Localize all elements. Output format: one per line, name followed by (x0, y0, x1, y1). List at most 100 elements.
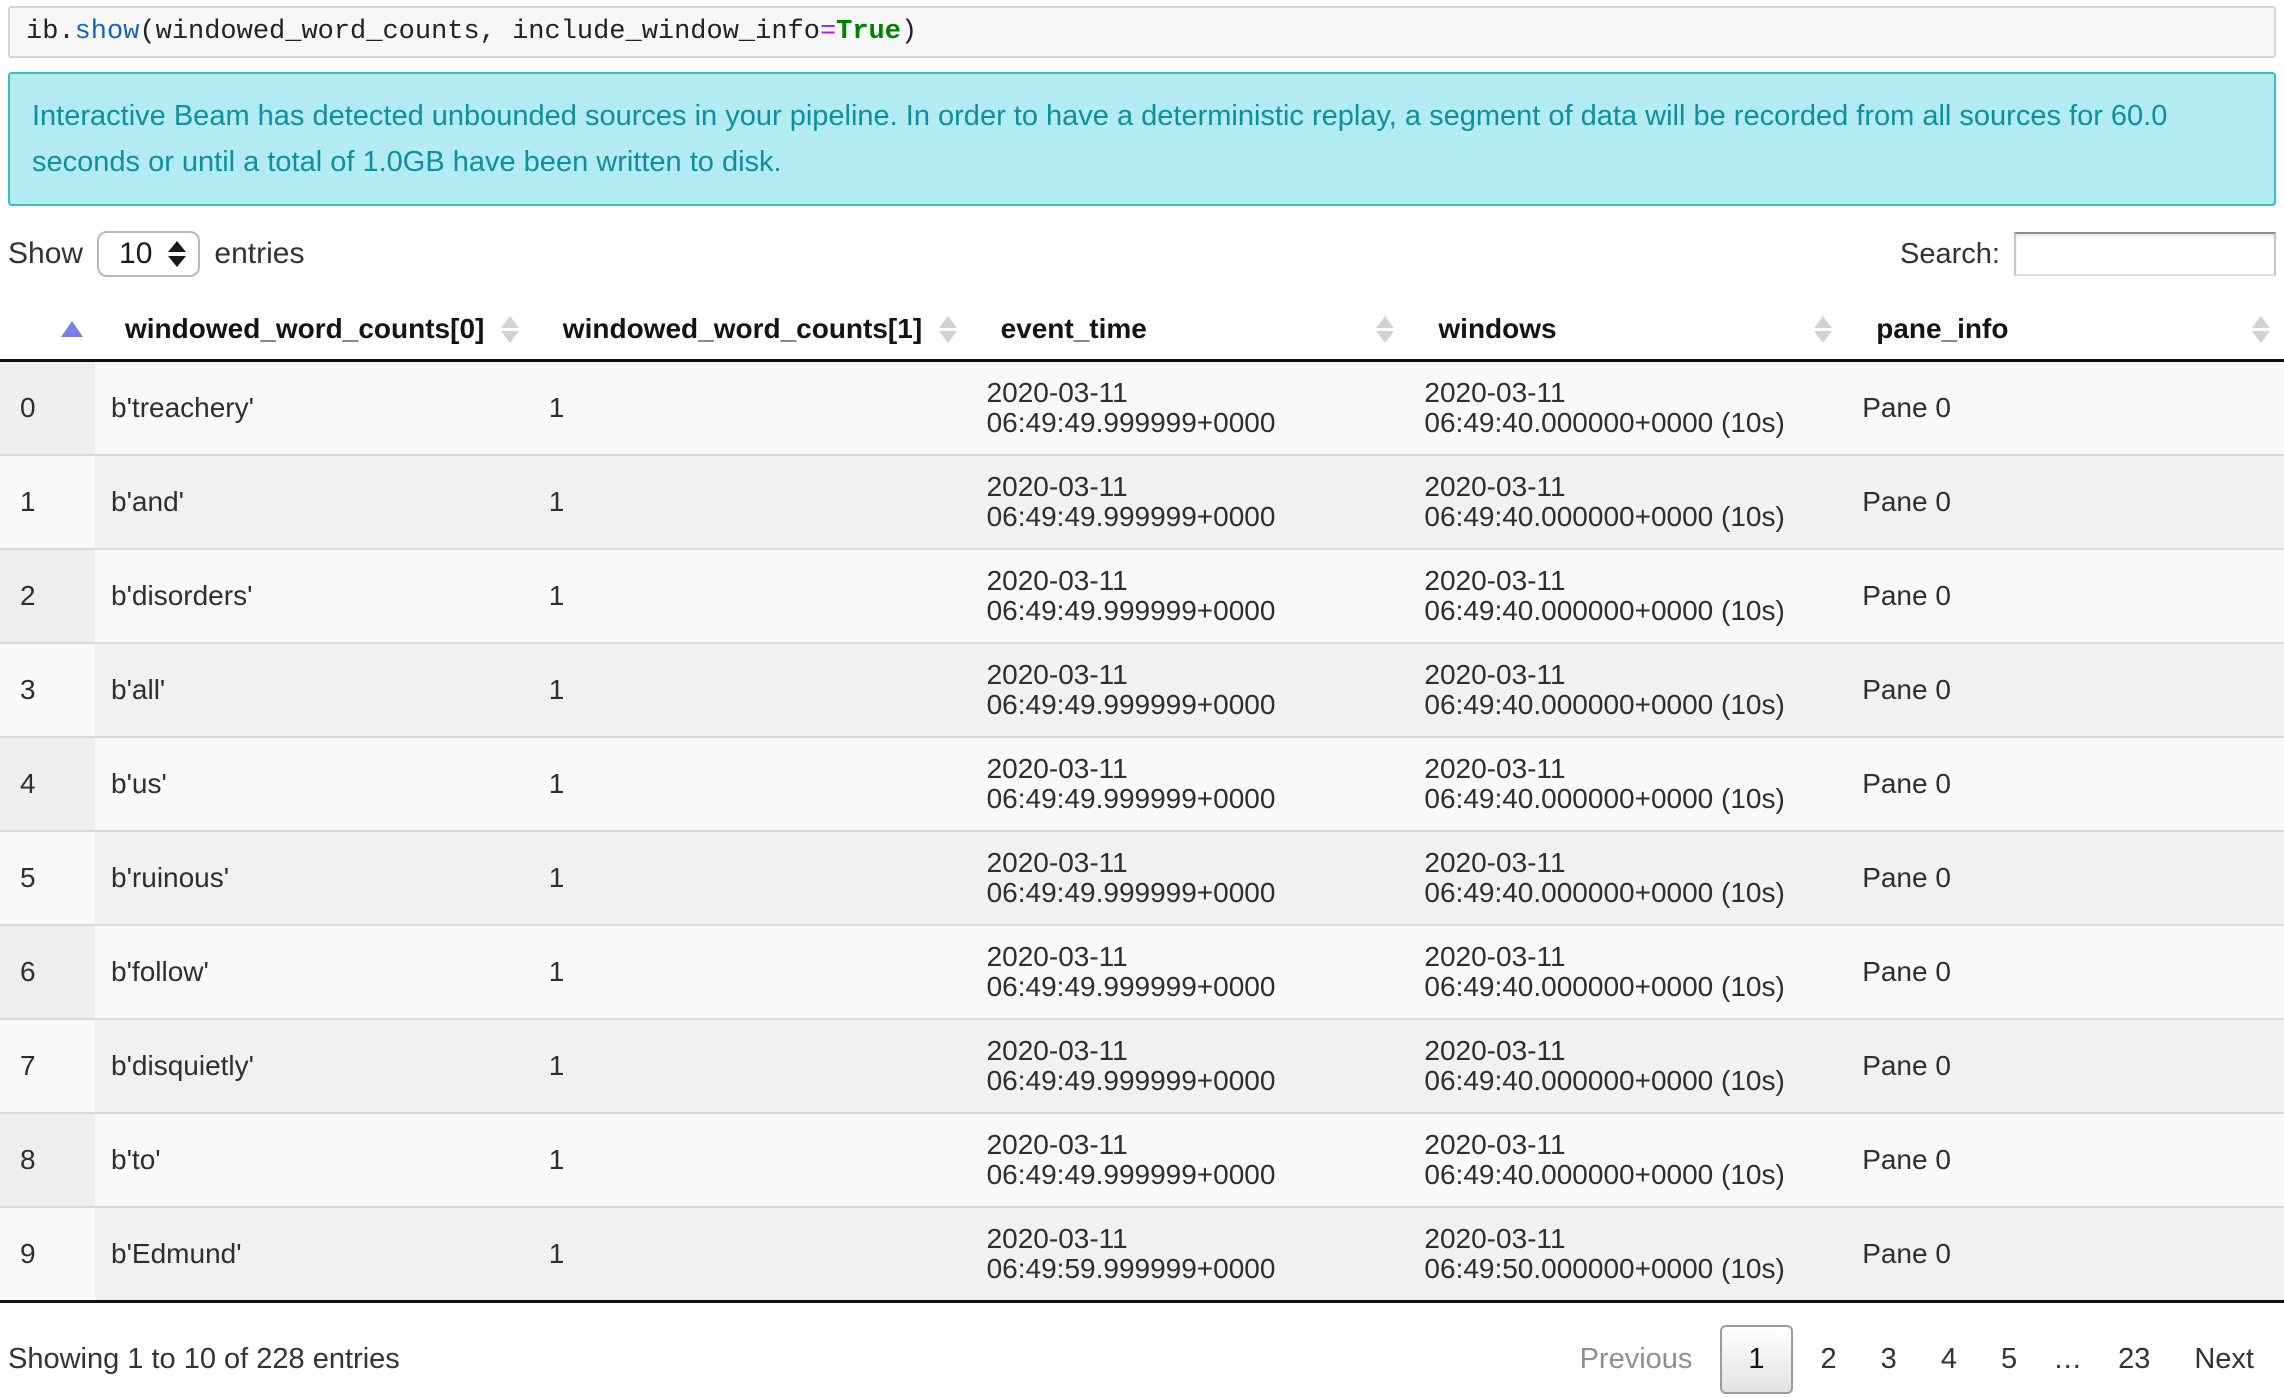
table-header: windowed_word_counts[0] windowed_word_co… (0, 300, 2284, 362)
banner-message: Interactive Beam has detected unbounded … (32, 100, 2168, 178)
sort-ascending-icon (61, 321, 83, 338)
pagination-next[interactable]: Next (2194, 1342, 2254, 1375)
code-token: (windowed_word_counts, include_window_in… (139, 17, 820, 47)
pagination-page[interactable]: 4 (1940, 1342, 1957, 1375)
cell-windowed-word-counts-1: 1 (532, 1017, 971, 1113)
pagination-page[interactable]: 2 (1820, 1342, 1837, 1375)
column-header[interactable]: windowed_word_counts[1] (532, 300, 971, 362)
row-index-cell: 8 (0, 1111, 95, 1207)
cell-windows: 2020-03-11 06:49:40.000000+0000 (10s) (1408, 360, 1847, 455)
table-row: 9 b'Edmund' 1 2020-03-11 06:49:59.999999… (0, 1205, 2284, 1301)
sort-both-icon (1376, 315, 1395, 343)
cell-pane-info: Pane 0 (1846, 735, 2284, 831)
pagination-page[interactable]: 3 (1880, 1342, 1897, 1375)
table-row: 2 b'disorders' 1 2020-03-11 06:49:49.999… (0, 547, 2284, 643)
code-cell[interactable]: ib.show(windowed_word_counts, include_wi… (8, 6, 2276, 58)
code-token-function: show (74, 17, 140, 47)
table-row: 1 b'and' 1 2020-03-11 06:49:49.999999+00… (0, 453, 2284, 549)
table-row: 7 b'disquietly' 1 2020-03-11 06:49:49.99… (0, 1017, 2284, 1113)
column-header[interactable]: windowed_word_counts[0] (95, 300, 533, 362)
cell-pane-info: Pane 0 (1846, 1205, 2284, 1301)
column-header-label: pane_info (1876, 313, 2009, 345)
row-index-cell: 3 (0, 641, 95, 737)
column-header[interactable]: event_time (970, 300, 1409, 362)
table-controls: Show 10 entries Search: (8, 230, 2276, 278)
table-footer: Showing 1 to 10 of 228 entries Previous … (8, 1303, 2276, 1394)
cell-pane-info: Pane 0 (1846, 1111, 2284, 1207)
cell-pane-info: Pane 0 (1846, 547, 2284, 643)
cell-windows: 2020-03-11 06:49:40.000000+0000 (10s) (1408, 1111, 1847, 1207)
cell-event-time: 2020-03-11 06:49:59.999999+0000 (970, 1205, 1409, 1301)
pagination-ellipsis: … (2053, 1342, 2083, 1375)
pagination-page-current[interactable]: 1 (1720, 1324, 1793, 1394)
cell-event-time: 2020-03-11 06:49:49.999999+0000 (970, 1017, 1409, 1113)
cell-windows: 2020-03-11 06:49:40.000000+0000 (10s) (1408, 641, 1847, 737)
cell-windowed-word-counts-1: 1 (532, 735, 971, 831)
cell-pane-info: Pane 0 (1846, 1017, 2284, 1113)
cell-windowed-word-counts-0: b'us' (95, 735, 533, 831)
cell-pane-info: Pane 0 (1846, 829, 2284, 925)
show-label: Show (8, 237, 84, 270)
cell-windowed-word-counts-1: 1 (532, 641, 971, 737)
cell-windows: 2020-03-11 06:49:40.000000+0000 (10s) (1408, 547, 1847, 643)
search-area: Search: (1900, 232, 2276, 276)
cell-event-time: 2020-03-11 06:49:49.999999+0000 (970, 641, 1409, 737)
pagination-page[interactable]: 23 (2118, 1342, 2151, 1375)
cell-windowed-word-counts-1: 1 (532, 547, 971, 643)
cell-windowed-word-counts-0: b'disquietly' (95, 1017, 533, 1113)
page-size-value: 10 (119, 237, 153, 270)
cell-windowed-word-counts-1: 1 (532, 360, 971, 455)
select-stepper-icon (168, 241, 187, 267)
code-token: ) (900, 17, 918, 47)
cell-windowed-word-counts-0: b'all' (95, 641, 533, 737)
table-row: 0 b'treachery' 1 2020-03-11 06:49:49.999… (0, 360, 2284, 455)
entries-info: Showing 1 to 10 of 228 entries (8, 1342, 400, 1375)
column-header[interactable]: pane_info (1846, 300, 2284, 362)
pagination: Previous 1 2 3 4 5 … 23 Next (1558, 1324, 2276, 1394)
cell-event-time: 2020-03-11 06:49:49.999999+0000 (970, 923, 1409, 1019)
row-index-cell: 5 (0, 829, 95, 925)
table-row: 6 b'follow' 1 2020-03-11 06:49:49.999999… (0, 923, 2284, 1019)
column-header-label: event_time (1000, 313, 1147, 345)
table-row: 3 b'all' 1 2020-03-11 06:49:49.999999+00… (0, 641, 2284, 737)
cell-pane-info: Pane 0 (1846, 360, 2284, 455)
cell-windowed-word-counts-0: b'and' (95, 453, 533, 549)
column-header[interactable]: windows (1408, 300, 1847, 362)
cell-windowed-word-counts-1: 1 (532, 1205, 971, 1301)
page-size-select[interactable]: 10 (97, 231, 201, 277)
pagination-pages: 2 3 4 5 … 23 (1799, 1327, 2173, 1392)
cell-event-time: 2020-03-11 06:49:49.999999+0000 (970, 453, 1409, 549)
sort-both-icon (938, 315, 957, 343)
cell-windowed-word-counts-0: b'follow' (95, 923, 533, 1019)
data-table: windowed_word_counts[0] windowed_word_co… (0, 300, 2284, 1303)
cell-windowed-word-counts-0: b'Edmund' (95, 1205, 533, 1301)
table-row: 8 b'to' 1 2020-03-11 06:49:49.999999+000… (0, 1111, 2284, 1207)
row-index-cell: 7 (0, 1017, 95, 1113)
cell-windows: 2020-03-11 06:49:40.000000+0000 (10s) (1408, 453, 1847, 549)
pagination-page[interactable]: 5 (2000, 1342, 2018, 1375)
unbounded-source-warning-banner: Interactive Beam has detected unbounded … (8, 72, 2276, 206)
sort-both-icon (2252, 315, 2270, 343)
row-index-cell: 6 (0, 923, 95, 1019)
cell-windows: 2020-03-11 06:49:50.000000+0000 (10s) (1408, 1205, 1847, 1301)
cell-event-time: 2020-03-11 06:49:49.999999+0000 (970, 829, 1409, 925)
index-column-header[interactable] (0, 300, 95, 362)
cell-pane-info: Pane 0 (1846, 923, 2284, 1019)
row-index-cell: 4 (0, 735, 95, 831)
sort-both-icon (1814, 315, 1833, 343)
table-row: 5 b'ruinous' 1 2020-03-11 06:49:49.99999… (0, 829, 2284, 925)
search-input[interactable] (2014, 232, 2276, 276)
code-token-operator: = (819, 17, 837, 47)
cell-event-time: 2020-03-11 06:49:49.999999+0000 (970, 735, 1409, 831)
header-row: windowed_word_counts[0] windowed_word_co… (0, 300, 2284, 362)
entries-label: entries (214, 237, 305, 270)
cell-event-time: 2020-03-11 06:49:49.999999+0000 (970, 547, 1409, 643)
cell-windows: 2020-03-11 06:49:40.000000+0000 (10s) (1408, 735, 1847, 831)
pagination-previous[interactable]: Previous (1579, 1342, 1693, 1375)
cell-windowed-word-counts-0: b'treachery' (95, 360, 533, 455)
table-body: 0 b'treachery' 1 2020-03-11 06:49:49.999… (0, 360, 2284, 1301)
column-header-label: windowed_word_counts[1] (562, 313, 923, 345)
column-header-label: windows (1438, 313, 1557, 345)
sort-both-icon (500, 315, 519, 343)
cell-windowed-word-counts-1: 1 (532, 923, 971, 1019)
